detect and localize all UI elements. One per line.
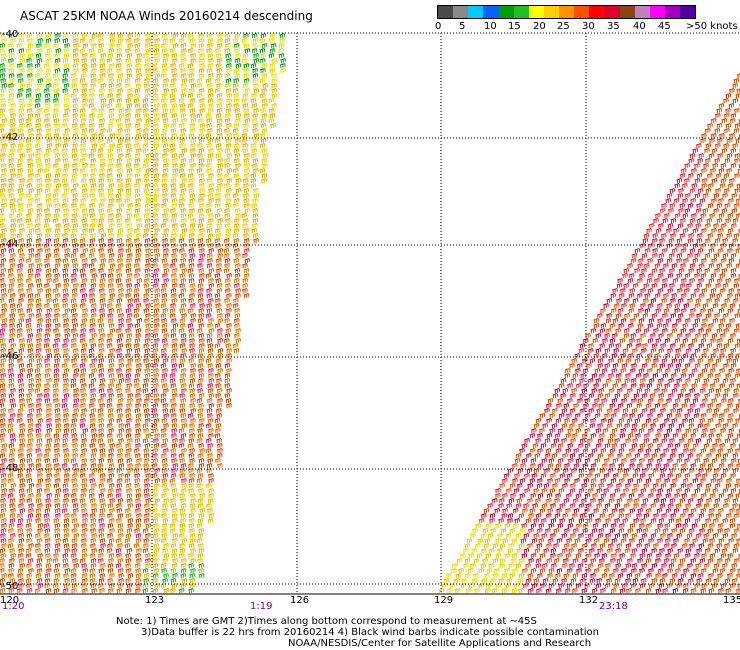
colorbar-segment xyxy=(453,6,469,18)
latitude-label: -40 xyxy=(2,29,18,40)
pass-time-label: 23:18 xyxy=(599,601,628,612)
pass-time-label: 1:19 xyxy=(250,601,272,612)
longitude-label: 123 xyxy=(145,595,164,606)
colorbar-segment xyxy=(619,6,635,18)
colorbar-labels: 0 5 10 15 20 25 30 35 40 45 >50 knots xyxy=(430,21,740,33)
latitude-label: -42 xyxy=(2,132,18,143)
footnote-line: NOAA/NESDIS/Center for Satellite Applica… xyxy=(288,638,592,649)
latitude-label: -48 xyxy=(2,463,18,474)
map-grid xyxy=(0,32,740,594)
colorbar-segment xyxy=(528,6,544,18)
colorbar-label: 10 xyxy=(484,21,497,32)
colorbar-segment xyxy=(438,6,454,18)
latitude-label: -44 xyxy=(2,239,18,250)
colorbar-label: 0 xyxy=(435,21,442,32)
colorbar-segment xyxy=(574,6,590,18)
longitude-label: 120 xyxy=(0,595,19,606)
longitude-label: 129 xyxy=(434,595,453,606)
colorbar-segment xyxy=(664,6,680,18)
latitude-label: -46 xyxy=(2,351,18,362)
colorbar-segment xyxy=(543,6,559,18)
colorbar-segment xyxy=(513,6,529,18)
colorbar-segment xyxy=(649,6,665,18)
colorbar-label: 25 xyxy=(557,21,570,32)
footnote-line: 3)Data buffer is 22 hrs from 20160214 4)… xyxy=(141,627,599,638)
colorbar-label: 40 xyxy=(633,21,646,32)
footnote-line: Note: 1) Times are GMT 2)Times along bot… xyxy=(116,616,537,627)
pass-time-label: 1:20 xyxy=(2,601,24,612)
longitude-label: 132 xyxy=(579,595,598,606)
colorbar-label: 20 xyxy=(533,21,546,32)
colorbar-label: 5 xyxy=(459,21,466,32)
colorbar-label: 45 xyxy=(658,21,671,32)
colorbar-label: 35 xyxy=(607,21,620,32)
longitude-label: 126 xyxy=(290,595,309,606)
colorbar-segment xyxy=(559,6,575,18)
colorbar-segment xyxy=(498,6,514,18)
footnotes: Note: 1) Times are GMT 2)Times along bot… xyxy=(116,616,599,649)
colorbar-label: 30 xyxy=(582,21,595,32)
colorbar-segment xyxy=(468,6,484,18)
latitude-label: -50 xyxy=(2,581,18,592)
longitude-label: 135 xyxy=(723,595,740,606)
colorbar-segment xyxy=(589,6,605,18)
colorbar-label: 15 xyxy=(508,21,521,32)
colorbar-segment xyxy=(483,6,499,18)
pass-time-labels: 1:20 1:19 23:18 xyxy=(2,601,628,612)
colorbar-segment xyxy=(680,6,696,18)
map-title: ASCAT 25KM NOAA Winds 20160214 descendin… xyxy=(20,9,313,23)
longitude-labels: 120 123 126 129 132 135 xyxy=(0,595,740,606)
colorbar-segment xyxy=(604,6,620,18)
colorbar-segment xyxy=(634,6,650,18)
wind-barbs xyxy=(0,33,740,594)
wind-speed-colorbar xyxy=(437,5,696,19)
colorbar-label: >50 knots xyxy=(686,21,738,32)
latitude-labels: -40 -42 -44 -46 -48 -50 xyxy=(2,29,18,592)
